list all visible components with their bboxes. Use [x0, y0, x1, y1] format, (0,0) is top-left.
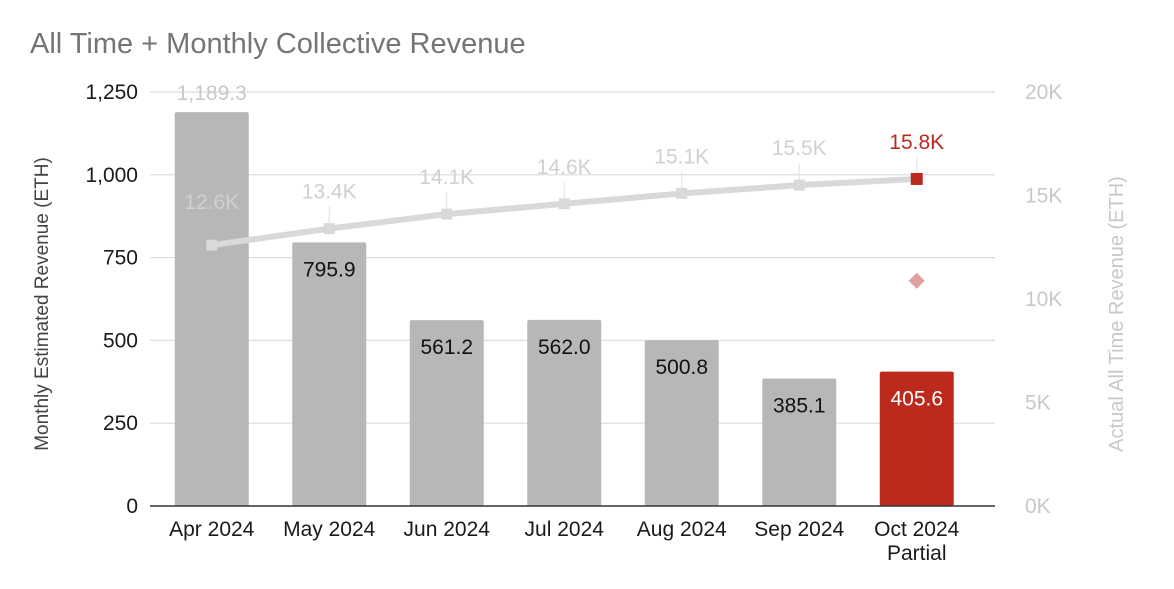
left-tick-label: 750 — [103, 247, 138, 270]
bar-value-label: 562.0 — [538, 336, 591, 359]
bar-value-label: 1,189.3 — [177, 82, 247, 105]
left-axis-title: Monthly Estimated Revenue (ETH) — [32, 157, 53, 451]
line-point — [441, 208, 453, 220]
right-tick-label: 5K — [1025, 392, 1051, 415]
line-value-label: 14.6K — [537, 156, 592, 179]
line-point — [676, 187, 688, 199]
line-point — [558, 198, 570, 210]
line-point — [793, 179, 805, 191]
line-value-label: 15.1K — [654, 145, 709, 168]
left-tick-label: 250 — [103, 412, 138, 435]
bar-value-label: 405.6 — [890, 388, 943, 411]
bar-value-label: 500.8 — [655, 356, 708, 379]
x-tick-label: Sep 2024 — [754, 518, 844, 541]
x-tick-label: Apr 2024 — [169, 518, 255, 541]
x-tick-label: May 2024 — [283, 518, 376, 541]
left-tick-label: 500 — [103, 329, 138, 352]
bar — [762, 378, 837, 506]
right-axis-title: Actual All Time Revenue (ETH) — [1106, 176, 1128, 452]
x-tick-label: Partial — [887, 542, 947, 565]
left-tick-label: 0 — [126, 495, 138, 518]
bar — [879, 371, 954, 506]
line-point — [910, 172, 923, 185]
line-value-label: 15.5K — [772, 137, 827, 160]
line-value-label: 13.4K — [302, 181, 357, 204]
right-tick-label: 20K — [1025, 81, 1062, 104]
left-tick-label: 1,250 — [85, 81, 138, 104]
bar — [409, 320, 484, 506]
x-tick-label: Jul 2024 — [525, 518, 605, 541]
bar-value-label: 385.1 — [773, 394, 826, 417]
line-point — [206, 239, 218, 251]
bar-value-label: 561.2 — [420, 336, 473, 359]
line-value-label: 12.6K — [184, 191, 239, 214]
left-tick-label: 1,000 — [85, 164, 138, 187]
bar — [644, 340, 719, 506]
right-tick-label: 0K — [1025, 495, 1051, 518]
x-tick-label: Jun 2024 — [404, 518, 491, 541]
projection-marker — [908, 272, 925, 289]
bar — [174, 112, 249, 506]
bar-value-label: 795.9 — [303, 258, 356, 281]
x-tick-label: Aug 2024 — [637, 518, 727, 541]
line-value-label: 15.8K — [889, 131, 944, 154]
right-tick-label: 10K — [1025, 288, 1062, 311]
line-point — [323, 223, 335, 235]
chart-title: All Time + Monthly Collective Revenue — [30, 28, 526, 60]
right-tick-label: 15K — [1025, 185, 1062, 208]
line-value-label: 14.1K — [419, 166, 474, 189]
bar — [527, 319, 602, 506]
x-tick-label: Oct 2024 — [874, 518, 960, 541]
bar — [292, 242, 367, 506]
